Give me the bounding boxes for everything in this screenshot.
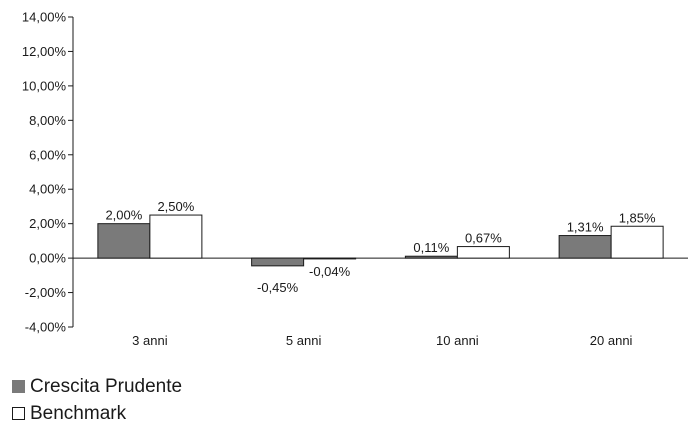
x-tick-label: 10 anni [436, 333, 479, 348]
legend-item-series-1: Crescita Prudente [12, 373, 182, 400]
y-tick-label: 10,00% [22, 78, 67, 93]
bar-chart: 14,00% 12,00% 10,00% 8,00% 6,00% 4,00% 2,00% 0,… [22, 10, 688, 348]
y-tick-label: -4,00% [25, 320, 67, 335]
y-tick-label: 6,00% [29, 147, 66, 162]
bar-series-1 [558, 235, 612, 259]
x-tick-label: 5 anni [286, 333, 322, 348]
bar-series-2 [303, 257, 357, 260]
bar-series-1 [404, 255, 458, 259]
data-label: -0,04% [309, 264, 351, 279]
data-label: 1,85% [619, 210, 656, 225]
data-label: -0,45% [257, 280, 299, 295]
y-tick-label: 14,00% [22, 10, 67, 25]
y-tick-label: 2,00% [29, 216, 66, 231]
y-tick-label: 12,00% [22, 44, 67, 59]
legend-swatch-series-1 [12, 380, 25, 393]
legend-swatch-series-2 [12, 407, 25, 420]
y-tick-label: -2,00% [25, 285, 67, 300]
x-tick-label: 20 anni [590, 333, 633, 348]
data-label: 0,11% [413, 240, 449, 255]
legend-label-series-2: Benchmark [30, 402, 127, 424]
data-label: 2,00% [105, 208, 142, 223]
bar-series-1 [97, 223, 151, 259]
data-label: 1,31% [567, 220, 604, 235]
legend: Crescita Prudente Benchmark [12, 373, 182, 427]
legend-item-series-2: Benchmark [12, 400, 182, 427]
bar-series-2 [456, 246, 510, 259]
bar-series-2 [610, 225, 664, 259]
bar-series-2 [149, 214, 203, 259]
data-label: 2,50% [157, 199, 194, 214]
y-tick-label: 4,00% [29, 182, 66, 197]
y-tick-label: 0,00% [29, 251, 66, 266]
legend-label-series-1: Crescita Prudente [30, 375, 183, 397]
bar-series-1 [251, 257, 305, 267]
y-tick-label: 8,00% [29, 113, 66, 128]
x-tick-label: 3 anni [132, 333, 168, 348]
data-label: 0,67% [465, 231, 502, 246]
